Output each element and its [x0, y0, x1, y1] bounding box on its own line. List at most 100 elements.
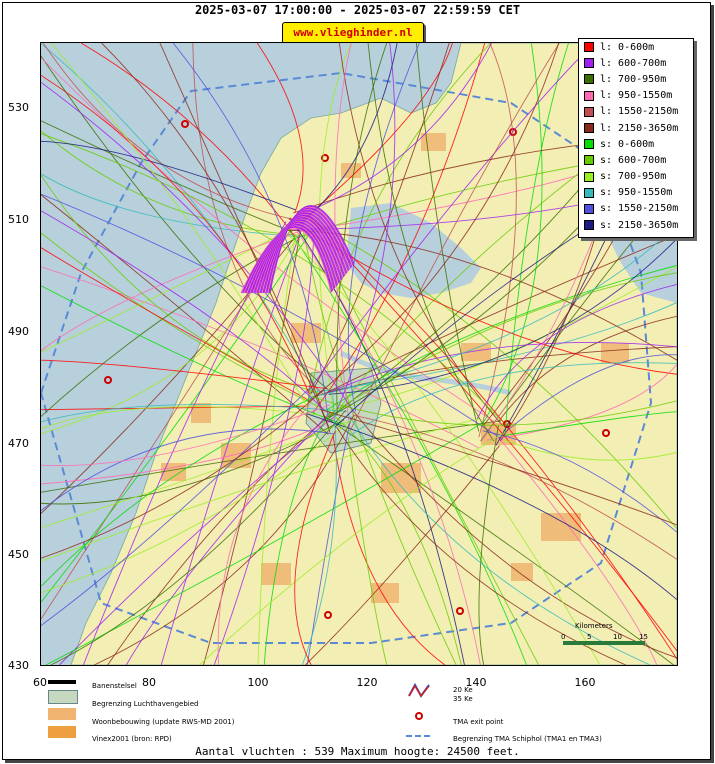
flight-track	[306, 43, 493, 213]
ke-contour-icon	[408, 682, 430, 698]
flight-track	[322, 234, 677, 395]
flight-track	[172, 43, 329, 416]
flight-track	[41, 194, 329, 435]
urban-areas	[161, 133, 629, 603]
flight-track	[41, 228, 308, 352]
flight-track	[256, 43, 304, 213]
flight-track	[41, 133, 502, 421]
flight-track	[41, 174, 320, 394]
arrival-loop	[266, 207, 353, 294]
flight-track	[41, 418, 354, 594]
flight-track	[482, 430, 677, 533]
flight-track	[59, 414, 337, 665]
flight-track	[326, 342, 677, 394]
flight-track-map[interactable]: Kilometers 0 5 10 15	[40, 42, 678, 666]
legend-item: s: 1550-2150m	[579, 201, 693, 217]
flight-track	[328, 238, 677, 395]
y-tick-430: 430	[8, 659, 29, 672]
ke20-label: 20 Ke	[453, 686, 473, 694]
flight-track	[41, 228, 314, 603]
arrival-loop	[264, 209, 351, 294]
flight-track	[318, 43, 352, 418]
legend-swatch	[584, 42, 594, 53]
flight-track	[93, 414, 355, 665]
flight-track	[41, 417, 337, 485]
x-tick-100: 100	[247, 676, 269, 689]
y-tick-530: 530	[8, 101, 29, 114]
flight-track	[287, 229, 677, 361]
legend-swatch	[584, 139, 594, 150]
flight-track	[101, 43, 331, 433]
legend-label: l: 1550-2150m	[600, 106, 679, 118]
flight-track	[263, 413, 330, 665]
flight-track	[301, 395, 337, 665]
x-tick-60: 60	[33, 676, 47, 689]
arrival-loop	[255, 216, 344, 294]
flight-track	[308, 302, 677, 394]
scale-bar: Kilometers 0 5 10 15	[561, 622, 648, 645]
runway-swatch	[48, 680, 76, 684]
flight-track	[299, 210, 457, 665]
time-range-title: 2025-03-07 17:00:00 - 2025-03-07 22:59:5…	[194, 3, 521, 17]
flight-track	[352, 414, 677, 560]
legend-swatch	[584, 123, 594, 134]
legend-item: l: 950-1550m	[579, 88, 693, 104]
flight-track	[478, 425, 499, 665]
flight-track	[107, 408, 338, 665]
flight-track	[328, 266, 677, 411]
scale-tick-0: 0	[561, 633, 565, 641]
flight-track	[42, 43, 297, 221]
arrival-loop	[242, 226, 334, 294]
legend-item: l: 1550-2150m	[579, 104, 693, 120]
flight-track	[504, 411, 677, 436]
legend-label: s: 700-950m	[600, 171, 667, 183]
flight-track	[320, 409, 677, 526]
arrival-loop	[248, 221, 338, 294]
housing-label: Woonbebouwing (update RWS-MD 2001)	[92, 718, 235, 726]
arrival-loop	[267, 206, 354, 294]
flight-track	[257, 235, 296, 665]
tma-border-label: Begrenzing TMA Schiphol (TMA1 en TMA3)	[453, 735, 602, 743]
flight-track	[308, 224, 677, 398]
legend-item: s: 700-950m	[579, 169, 693, 185]
arrival-loop	[268, 205, 354, 294]
legend-swatch	[584, 106, 594, 117]
flight-track	[160, 216, 307, 665]
flight-track	[213, 230, 315, 665]
scale-tick-15: 15	[639, 633, 648, 641]
flight-track	[301, 209, 677, 652]
airport-swatch	[48, 690, 78, 704]
legend-label: s: 2150-3650m	[600, 219, 679, 231]
legend-label: s: 0-600m	[600, 138, 655, 150]
flight-track	[311, 395, 677, 426]
flight-track	[41, 140, 296, 211]
flight-track	[478, 43, 517, 438]
flight-track	[288, 235, 601, 665]
x-tick-80: 80	[142, 676, 156, 689]
flight-track	[326, 264, 677, 411]
altitude-legend: l: 0-600m l: 600-700m l: 700-950m l: 950-15…	[578, 38, 694, 238]
site-link[interactable]: www.vlieghinder.nl	[282, 22, 424, 44]
flight-track	[347, 414, 651, 665]
flight-track	[41, 397, 313, 587]
flight-track	[51, 43, 308, 408]
arrival-loop	[251, 219, 341, 294]
tma-border	[41, 71, 653, 644]
arrival-loop	[256, 215, 345, 294]
flight-track	[327, 272, 677, 417]
flight-track	[353, 411, 677, 659]
flight-track	[41, 389, 324, 559]
tma-border-icon	[406, 735, 432, 737]
flight-track	[41, 43, 319, 392]
x-tick-160: 160	[574, 676, 596, 689]
flight-track	[415, 43, 480, 432]
legend-label: s: 600-700m	[600, 154, 667, 166]
flight-track	[41, 428, 334, 511]
flight-track	[306, 416, 352, 665]
flight-track	[41, 130, 309, 237]
flight-track	[347, 43, 420, 412]
arrival-loop	[244, 224, 335, 294]
legend-item: l: 600-700m	[579, 55, 693, 71]
legend-label: l: 950-1550m	[600, 90, 673, 102]
legend-label: l: 700-950m	[600, 73, 667, 85]
